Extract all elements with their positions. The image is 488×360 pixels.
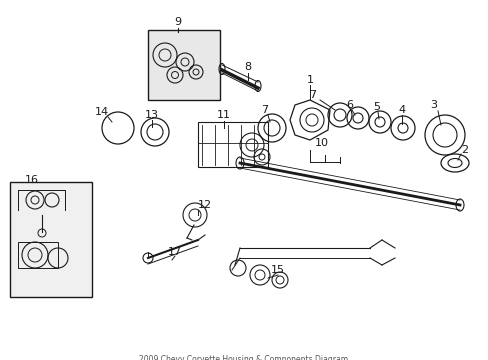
- Text: 16: 16: [25, 175, 39, 185]
- Text: 1: 1: [306, 75, 313, 85]
- Text: 9: 9: [174, 17, 181, 27]
- Bar: [10, 182, 92, 297]
- Text: 7: 7: [261, 105, 268, 115]
- Text: 4: 4: [398, 105, 405, 115]
- Bar: [198, 122, 267, 167]
- Text: 13: 13: [145, 110, 159, 120]
- Text: 17: 17: [167, 247, 182, 257]
- Text: 6: 6: [346, 100, 353, 110]
- Text: 3: 3: [429, 100, 437, 110]
- Text: 10: 10: [314, 138, 328, 148]
- Text: 2: 2: [461, 145, 468, 155]
- Text: 15: 15: [270, 265, 285, 275]
- Text: 12: 12: [198, 200, 212, 210]
- Text: 7: 7: [309, 90, 316, 100]
- Text: 11: 11: [217, 110, 230, 120]
- Text: 14: 14: [95, 107, 109, 117]
- Text: 2009 Chevy Corvette Housing & Components Diagram: 2009 Chevy Corvette Housing & Components…: [139, 355, 348, 360]
- Text: 5: 5: [373, 102, 380, 112]
- Bar: [148, 30, 220, 100]
- Text: 8: 8: [244, 62, 251, 72]
- Bar: [18, 242, 58, 268]
